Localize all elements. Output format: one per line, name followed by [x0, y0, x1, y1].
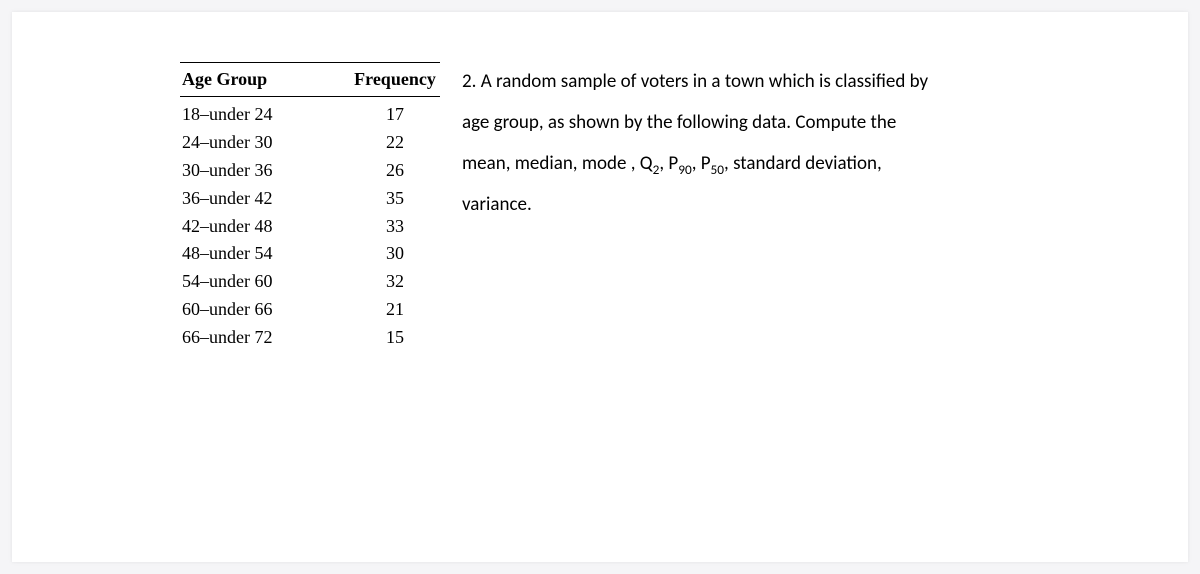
cell-age-group: 60–under 66	[180, 296, 350, 324]
cell-age-group: 42–under 48	[180, 213, 350, 241]
question-line-3: mean, median, mode , Q2, P90, P50, stand…	[462, 144, 928, 185]
q3-pre: mean, median, mode , Q	[462, 152, 653, 175]
cell-age-group: 66–under 72	[180, 324, 350, 352]
q3-sub3: 50	[711, 160, 724, 177]
q3-mid2: , P	[692, 152, 711, 175]
table-row: 48–under 54 30	[180, 240, 440, 268]
table-row: 42–under 48 33	[180, 213, 440, 241]
cell-frequency: 15	[350, 324, 440, 352]
question-line-4: variance.	[462, 185, 928, 226]
q3-sub2: 90	[678, 160, 691, 177]
cell-age-group: 24–under 30	[180, 129, 350, 157]
cell-frequency: 30	[350, 240, 440, 268]
document-page: Age Group Frequency 18–under 24 17 24–un…	[12, 12, 1188, 562]
cell-age-group: 48–under 54	[180, 240, 350, 268]
question-line-2: age group, as shown by the following dat…	[462, 103, 928, 144]
content-wrap: Age Group Frequency 18–under 24 17 24–un…	[12, 62, 1188, 352]
cell-age-group: 18–under 24	[180, 101, 350, 129]
q3-post: , standard deviation,	[724, 152, 882, 175]
q3-mid1: , P	[659, 152, 678, 175]
cell-frequency: 26	[350, 157, 440, 185]
cell-age-group: 30–under 36	[180, 157, 350, 185]
frequency-table: Age Group Frequency 18–under 24 17 24–un…	[180, 62, 440, 352]
table-row: 36–under 42 35	[180, 185, 440, 213]
table-row: 24–under 30 22	[180, 129, 440, 157]
cell-age-group: 54–under 60	[180, 268, 350, 296]
cell-frequency: 35	[350, 185, 440, 213]
table-header-row: Age Group Frequency	[180, 62, 440, 97]
cell-frequency: 17	[350, 101, 440, 129]
table-row: 54–under 60 32	[180, 268, 440, 296]
cell-age-group: 36–under 42	[180, 185, 350, 213]
table-row: 30–under 36 26	[180, 157, 440, 185]
cell-frequency: 33	[350, 213, 440, 241]
cell-frequency: 32	[350, 268, 440, 296]
question-text: 2. A random sample of voters in a town w…	[440, 62, 928, 225]
cell-frequency: 22	[350, 129, 440, 157]
cell-frequency: 21	[350, 296, 440, 324]
table-row: 18–under 24 17	[180, 101, 440, 129]
table-row: 60–under 66 21	[180, 296, 440, 324]
table-body: 18–under 24 17 24–under 30 22 30–under 3…	[180, 97, 440, 352]
question-line-1: 2. A random sample of voters in a town w…	[462, 62, 928, 103]
column-header-frequency: Frequency	[350, 69, 440, 90]
column-header-age-group: Age Group	[180, 69, 350, 90]
table-row: 66–under 72 15	[180, 324, 440, 352]
